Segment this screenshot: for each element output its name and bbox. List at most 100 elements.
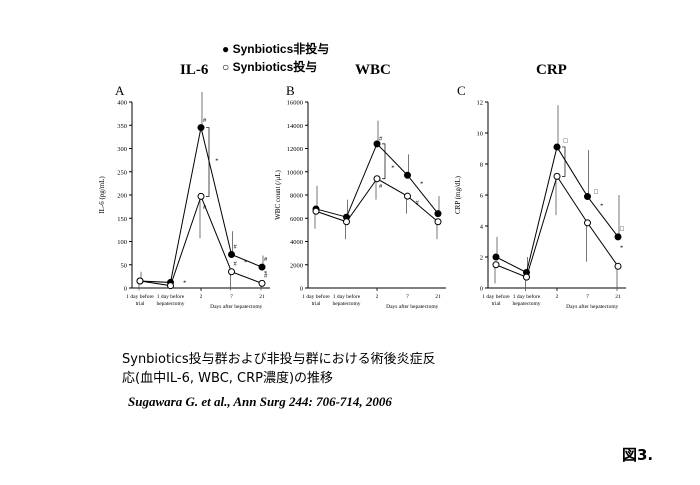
data-point-filled — [553, 143, 561, 151]
citation: Sugawara G. et al., Ann Surg 244: 706-71… — [128, 394, 392, 409]
significance-mark: * — [600, 202, 603, 209]
data-point-filled — [373, 140, 381, 148]
y-tick-label: 250 — [117, 169, 127, 176]
y-tick-label: 12 — [477, 100, 484, 107]
data-point-filled — [258, 263, 266, 271]
panel-letter-a: A — [115, 83, 125, 98]
x-tick-label: 1 day before — [126, 293, 154, 300]
x-tick-label: 7 — [230, 294, 233, 300]
x-tick-label: hepatectomy — [332, 301, 360, 307]
filled-circle-icon: ● — [222, 42, 230, 56]
legend-filled: ● Synbiotics非投与 — [222, 40, 329, 57]
significance-bracket — [562, 146, 566, 177]
y-tick-label: 4 — [480, 224, 484, 231]
y-tick-label: 300 — [117, 146, 127, 153]
chart-title-wbc: WBC — [355, 62, 391, 78]
significance-mark: # — [264, 272, 268, 279]
x-tick-label: 1 day before — [302, 293, 330, 300]
data-point-open — [492, 261, 500, 269]
x-tick-label: 2 — [376, 294, 379, 300]
significance-mark: * — [183, 279, 186, 286]
y-tick-label: 4000 — [290, 239, 303, 246]
y-tick-label: 150 — [117, 216, 127, 223]
x-tick-label: 7 — [406, 294, 409, 300]
y-tick-label: 400 — [117, 100, 127, 107]
x-tick-label: trial — [312, 301, 321, 307]
y-axis-label: IL-6 (pg/mL) — [98, 176, 106, 214]
significance-bracket — [382, 143, 386, 180]
y-tick-label: 12000 — [287, 146, 303, 153]
significance-mark: * — [264, 270, 267, 277]
x-axis-label: Days after hepatectomy — [210, 303, 262, 310]
data-point-open — [136, 277, 144, 285]
legend-open-label: Synbiotics投与 — [232, 60, 318, 74]
data-point-open — [584, 219, 591, 227]
y-tick-label: 14000 — [287, 123, 303, 130]
data-point-filled — [228, 251, 235, 259]
y-tick-label: 8000 — [290, 193, 303, 200]
significance-mark: * — [215, 157, 218, 164]
data-point-filled — [492, 253, 500, 261]
x-tick-label: 21 — [615, 294, 621, 300]
x-tick-label: trial — [136, 301, 145, 307]
significance-mark: # — [203, 117, 207, 124]
significance-mark: * — [420, 181, 423, 188]
chart-title-crp: CRP — [536, 62, 567, 78]
data-point-filled — [404, 171, 411, 179]
x-axis-label: Days after hepatectomy — [566, 303, 618, 310]
x-tick-label: 2 — [556, 294, 559, 300]
series-line-administered — [139, 194, 263, 287]
y-tick-label: 50 — [121, 262, 128, 269]
data-point-open — [404, 192, 411, 200]
y-tick-label: 0 — [124, 286, 127, 293]
x-axis-label: Days after hepatectomy — [386, 303, 438, 310]
significance-mark: # — [234, 261, 238, 268]
x-tick-label: 2 — [200, 294, 203, 300]
y-tick-label: 10 — [477, 131, 484, 138]
x-tick-label: 7 — [586, 294, 589, 300]
y-tick-label: 200 — [117, 193, 127, 200]
legend-open: ○ Synbiotics投与 — [222, 58, 317, 75]
significance-mark: * — [391, 164, 394, 171]
x-tick-label: 1 day before — [513, 293, 541, 300]
data-point-open — [312, 207, 320, 215]
data-point-open — [228, 268, 235, 276]
data-point-open — [614, 262, 622, 270]
data-point-open — [258, 279, 266, 287]
x-tick-label: 21 — [435, 294, 441, 300]
significance-mark: □ — [594, 188, 598, 195]
caption-line-2: 応(血中IL-6, WBC, CRP濃度)の推移 — [122, 371, 334, 386]
y-axis-label: WBC count (/μL) — [274, 170, 282, 220]
data-point-open — [343, 218, 350, 226]
series-line-administered — [495, 175, 619, 278]
significance-mark: * — [244, 259, 247, 266]
x-tick-label: 1 day before — [333, 293, 361, 300]
legend-filled-label: Synbiotics非投与 — [232, 42, 330, 56]
y-tick-label: 16000 — [287, 100, 303, 107]
data-point-filled — [434, 210, 442, 218]
x-tick-label: 21 — [259, 294, 265, 300]
caption: Synbiotics投与群および非投与群における術後炎症反 応(血中IL-6, … — [122, 350, 436, 388]
significance-mark: # — [264, 256, 268, 263]
significance-mark: # — [379, 135, 383, 142]
data-point-open — [197, 192, 205, 200]
significance-mark: □ — [564, 137, 568, 144]
wbc-chart: 0 2000 4000 6000 8000 10000 12000 14000 16000 1 d… — [274, 100, 446, 310]
data-point-open — [373, 175, 381, 183]
y-tick-label: 100 — [117, 239, 127, 246]
x-tick-label: 1 day before — [157, 293, 185, 300]
data-point-open — [167, 282, 174, 290]
y-tick-label: 2000 — [290, 262, 303, 269]
x-tick-label: hepatectomy — [512, 301, 540, 307]
x-tick-label: 1 day before — [482, 293, 510, 300]
significance-mark: □ — [620, 226, 624, 233]
data-point-open — [434, 218, 442, 226]
data-point-filled — [584, 193, 591, 201]
chart-title-il6: IL-6 — [180, 62, 209, 78]
significance-mark: # — [379, 183, 383, 190]
x-tick-label: trial — [492, 301, 501, 307]
significance-bracket — [206, 127, 210, 197]
